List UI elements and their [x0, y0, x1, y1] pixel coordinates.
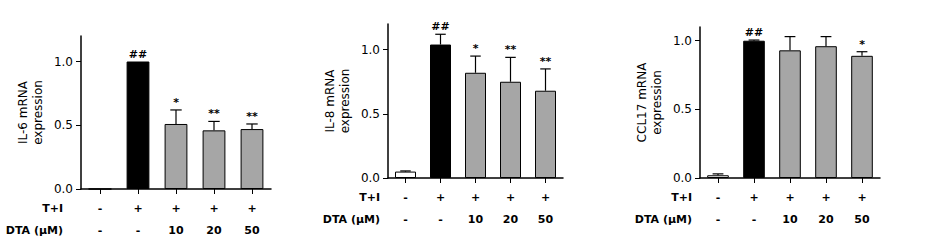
svg-text:T+I: T+I: [359, 191, 380, 204]
svg-text:+: +: [506, 191, 515, 204]
svg-text:CCL17 mRNA: CCL17 mRNA: [635, 62, 649, 143]
svg-text:-: -: [403, 191, 408, 204]
svg-text:50: 50: [244, 224, 260, 237]
svg-text:+: +: [857, 191, 866, 204]
svg-text:*: *: [859, 38, 865, 51]
svg-text:##: ##: [129, 48, 147, 61]
svg-text:IL-6 mRNA: IL-6 mRNA: [16, 80, 30, 144]
svg-text:0.5: 0.5: [673, 102, 692, 116]
svg-text:**: **: [540, 55, 552, 68]
svg-text:T+I: T+I: [671, 191, 692, 204]
svg-text:##: ##: [431, 20, 449, 33]
svg-text:10: 10: [168, 224, 184, 237]
svg-text:+: +: [171, 202, 180, 215]
svg-text:-: -: [136, 224, 141, 237]
svg-text:T+I: T+I: [42, 202, 63, 215]
svg-text:+: +: [209, 202, 218, 215]
svg-text:-: -: [98, 224, 103, 237]
svg-text:##: ##: [745, 26, 763, 39]
svg-text:50: 50: [538, 213, 554, 226]
svg-text:**: **: [208, 107, 220, 120]
svg-text:1.0: 1.0: [673, 34, 692, 48]
svg-text:*: *: [473, 42, 479, 55]
svg-text:+: +: [785, 191, 794, 204]
svg-text:+: +: [471, 191, 480, 204]
svg-text:-: -: [438, 213, 443, 226]
svg-text:IL-8 mRNA: IL-8 mRNA: [323, 69, 337, 133]
svg-text:+: +: [541, 191, 550, 204]
svg-text:+: +: [133, 202, 142, 215]
svg-text:-: -: [98, 202, 103, 215]
svg-text:+: +: [821, 191, 830, 204]
svg-text:20: 20: [818, 213, 834, 226]
svg-text:-: -: [716, 191, 721, 204]
svg-text:0.5: 0.5: [54, 118, 73, 132]
svg-text:+: +: [749, 191, 758, 204]
svg-text:10: 10: [468, 213, 484, 226]
svg-text:0.5: 0.5: [361, 107, 380, 121]
svg-text:+: +: [247, 202, 256, 215]
svg-text:-: -: [716, 213, 721, 226]
svg-text:*: *: [173, 96, 179, 109]
svg-text:expression: expression: [31, 80, 45, 145]
svg-text:0.0: 0.0: [361, 171, 380, 185]
svg-text:0.0: 0.0: [673, 171, 692, 185]
svg-text:1.0: 1.0: [54, 55, 73, 69]
svg-text:1.0: 1.0: [361, 43, 380, 57]
svg-text:50: 50: [854, 213, 870, 226]
svg-text:+: +: [436, 191, 445, 204]
svg-text:DTA (μM): DTA (μM): [6, 224, 63, 237]
svg-text:**: **: [505, 43, 517, 56]
svg-text:10: 10: [782, 213, 798, 226]
svg-text:DTA (μM): DTA (μM): [323, 213, 380, 226]
svg-text:20: 20: [206, 224, 222, 237]
svg-text:0.0: 0.0: [54, 182, 73, 196]
svg-text:expression: expression: [650, 70, 664, 135]
svg-text:20: 20: [503, 213, 519, 226]
svg-text:DTA (μM): DTA (μM): [635, 213, 692, 226]
svg-text:-: -: [403, 213, 408, 226]
svg-text:expression: expression: [338, 69, 352, 134]
svg-text:-: -: [752, 213, 757, 226]
svg-text:**: **: [246, 110, 258, 123]
